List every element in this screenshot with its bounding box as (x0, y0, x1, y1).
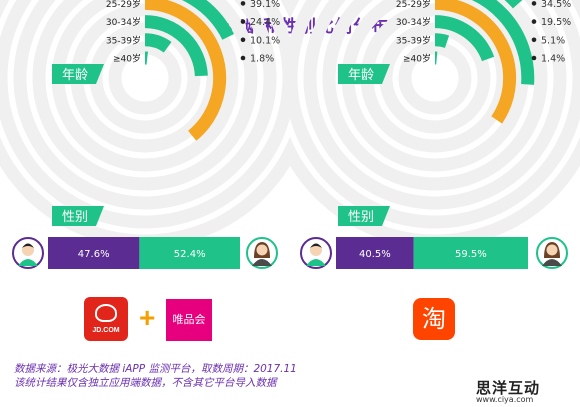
age-arc (144, 15, 208, 77)
gender-male-value: 40.5% (359, 249, 391, 260)
leader-dot (240, 19, 246, 24)
background-ring (32, 0, 258, 191)
male-avatar-face (22, 244, 34, 256)
age-label: 30-34岁 (106, 16, 141, 28)
female-avatar-body (542, 259, 562, 266)
age-arcs (434, 0, 535, 124)
age-label: ≥40岁 (403, 53, 431, 65)
gender-bar-female (139, 237, 240, 269)
age-value-labels: 6.9%17.7%39.1%24.4%10.1%1.8% (240, 0, 280, 65)
jd-logo-text: JD.COM (92, 327, 120, 334)
age-value-label: 39.1% (250, 0, 280, 10)
age-arc (471, 0, 535, 85)
background-ring (108, 41, 182, 115)
female-avatar-body (252, 259, 272, 266)
leader-dot (531, 37, 537, 43)
jd-dog-icon (95, 304, 117, 322)
gender-label-box-shape (338, 206, 390, 226)
age-arcs (144, 0, 235, 141)
age-value-label: 1.8% (250, 54, 274, 65)
age-arc (144, 33, 172, 53)
male-avatar-body (18, 259, 38, 266)
gender-female-value: 59.5% (455, 249, 487, 260)
background-ring (322, 0, 548, 191)
leader-dot (531, 19, 537, 24)
gender-bar: 40.5% 59.5% (336, 237, 528, 269)
background-ring (13, 0, 277, 210)
leader-dot (240, 37, 246, 43)
age-label: ≥40岁 (113, 53, 141, 65)
taobao-logo: 淘 (413, 298, 455, 340)
age-value-label: 34.5% (541, 0, 571, 10)
data-source-note: 数据来源：极光大数据 iAPP 监测平台，取数周期：2017.11 该统计结果仅… (14, 362, 297, 390)
leader-dot (240, 1, 246, 6)
male-avatar-body (306, 259, 326, 266)
age-label-box-shape (338, 64, 390, 84)
watermark-url: www.ciya.com (476, 395, 534, 404)
jd-logo: JD.COM (84, 297, 128, 341)
age-label: 35-39岁 (106, 34, 141, 46)
age-arc (434, 33, 450, 48)
source-line-2: 该统计结果仅含独立应用端数据，不含其它平台导入数据 (14, 377, 277, 389)
source-line-1: 数据来源：极光大数据 iAPP 监测平台，取数周期：2017.11 (14, 363, 297, 375)
plus-icon: + (139, 302, 156, 333)
gender-bar-male (48, 237, 140, 269)
avatars (300, 237, 568, 269)
age-label: 25-29岁 (396, 0, 431, 10)
age-arc (144, 0, 227, 141)
age-label-box: 年龄 (338, 64, 390, 84)
gender-label-box: 性别 (338, 206, 390, 226)
age-value-label: 10.1% (250, 35, 280, 46)
background-ring (0, 0, 290, 229)
age-arc (181, 0, 235, 40)
male-avatar-hair (22, 243, 34, 248)
age-value-label: 19.5% (541, 17, 571, 28)
background-ring (290, 0, 580, 229)
age-label-box: 年龄 (52, 64, 104, 84)
gender-label-text: 性别 (62, 210, 88, 225)
male-avatar-hair (310, 243, 322, 248)
leader-dot (240, 55, 246, 61)
age-arc (434, 15, 495, 62)
gender-label-box: 性别 (52, 206, 104, 226)
age-label: 35-39岁 (396, 34, 431, 46)
age-arc (434, 0, 517, 124)
age-label: 30-34岁 (396, 16, 431, 28)
gender-label-text: 性别 (348, 210, 374, 225)
age-value-label: 5.1% (541, 35, 565, 46)
age-value-labels: 13.4%26.1%34.5%19.5%5.1%1.4% (531, 0, 571, 65)
leader-dot (531, 1, 537, 6)
avatars (12, 237, 278, 269)
male-avatar-face (310, 244, 322, 256)
age-label: 25-29岁 (106, 0, 141, 10)
female-avatar-face (546, 244, 558, 256)
female-avatar-face (256, 244, 268, 256)
leader-dot (531, 55, 537, 61)
gender-bar: 47.6% 52.4% (48, 237, 240, 269)
age-value-label: 1.4% (541, 54, 565, 65)
gender-label-box-shape (52, 206, 104, 226)
gender-bar-female (413, 237, 528, 269)
background-ring (398, 41, 472, 115)
vip-logo: 唯品会 (166, 299, 212, 341)
age-label-box-shape (52, 64, 104, 84)
background-ring (303, 0, 567, 210)
gender-female-value: 52.4% (174, 249, 206, 260)
gender-male-value: 47.6% (78, 249, 110, 260)
watermark: 思洋互动 (476, 379, 541, 397)
age-value-label: 24.4% (250, 17, 280, 28)
age-label-text: 年龄 (348, 68, 374, 83)
gender-bar-male (336, 237, 414, 269)
background-ring (379, 22, 491, 134)
age-label-text: 年龄 (62, 68, 88, 83)
